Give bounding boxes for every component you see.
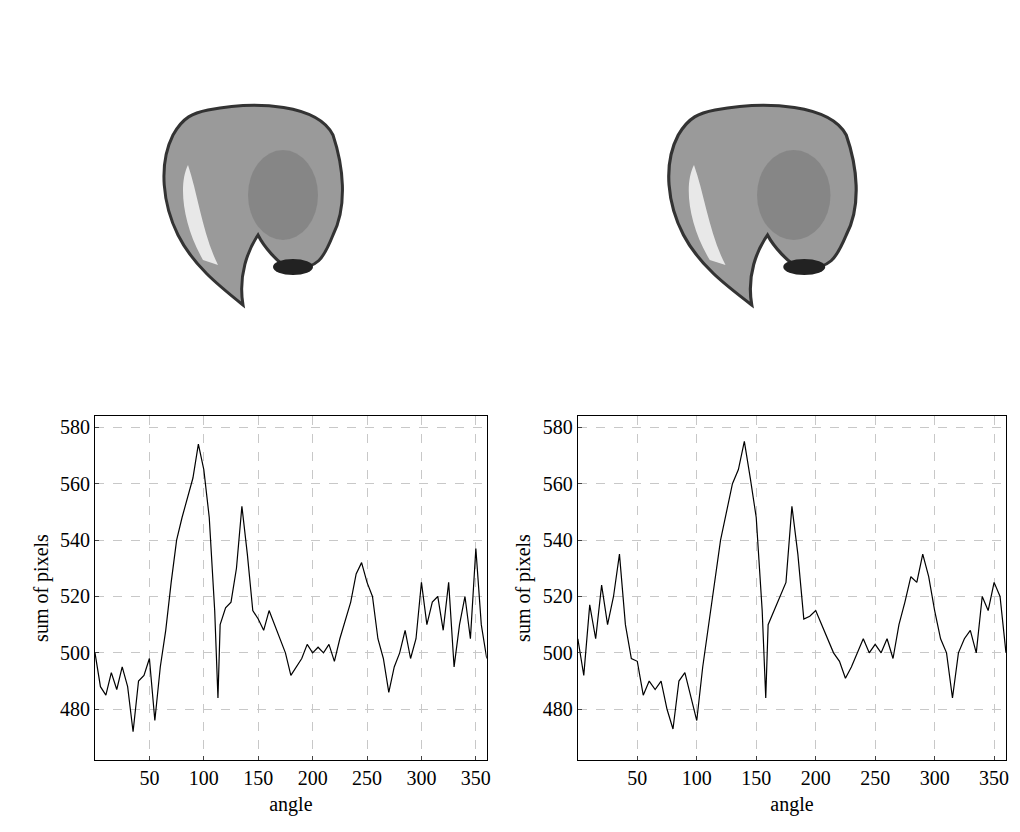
svg-text:560: 560	[60, 473, 90, 495]
svg-text:angle: angle	[269, 793, 312, 816]
svg-text:300: 300	[920, 767, 950, 789]
svg-text:250: 250	[352, 767, 382, 789]
svg-text:50: 50	[139, 767, 159, 789]
svg-text:540: 540	[60, 529, 90, 551]
svg-text:500: 500	[543, 642, 573, 664]
svg-text:150: 150	[741, 767, 771, 789]
svg-text:480: 480	[60, 698, 90, 720]
svg-text:540: 540	[543, 529, 573, 551]
svg-text:100: 100	[682, 767, 712, 789]
svg-text:angle: angle	[770, 793, 813, 816]
svg-text:350: 350	[461, 767, 491, 789]
svg-text:50: 50	[627, 767, 647, 789]
svg-text:sum of pixels: sum of pixels	[30, 534, 53, 642]
svg-text:480: 480	[543, 698, 573, 720]
svg-text:350: 350	[979, 767, 1009, 789]
svg-text:500: 500	[60, 642, 90, 664]
svg-text:200: 200	[801, 767, 831, 789]
svg-text:300: 300	[406, 767, 436, 789]
svg-text:100: 100	[189, 767, 219, 789]
svg-text:580: 580	[60, 416, 90, 438]
svg-text:150: 150	[243, 767, 273, 789]
svg-text:200: 200	[298, 767, 328, 789]
svg-text:580: 580	[543, 416, 573, 438]
svg-text:250: 250	[860, 767, 890, 789]
svg-text:520: 520	[60, 585, 90, 607]
svg-text:sum of pixels: sum of pixels	[512, 534, 535, 642]
svg-text:520: 520	[543, 585, 573, 607]
svg-text:560: 560	[543, 473, 573, 495]
